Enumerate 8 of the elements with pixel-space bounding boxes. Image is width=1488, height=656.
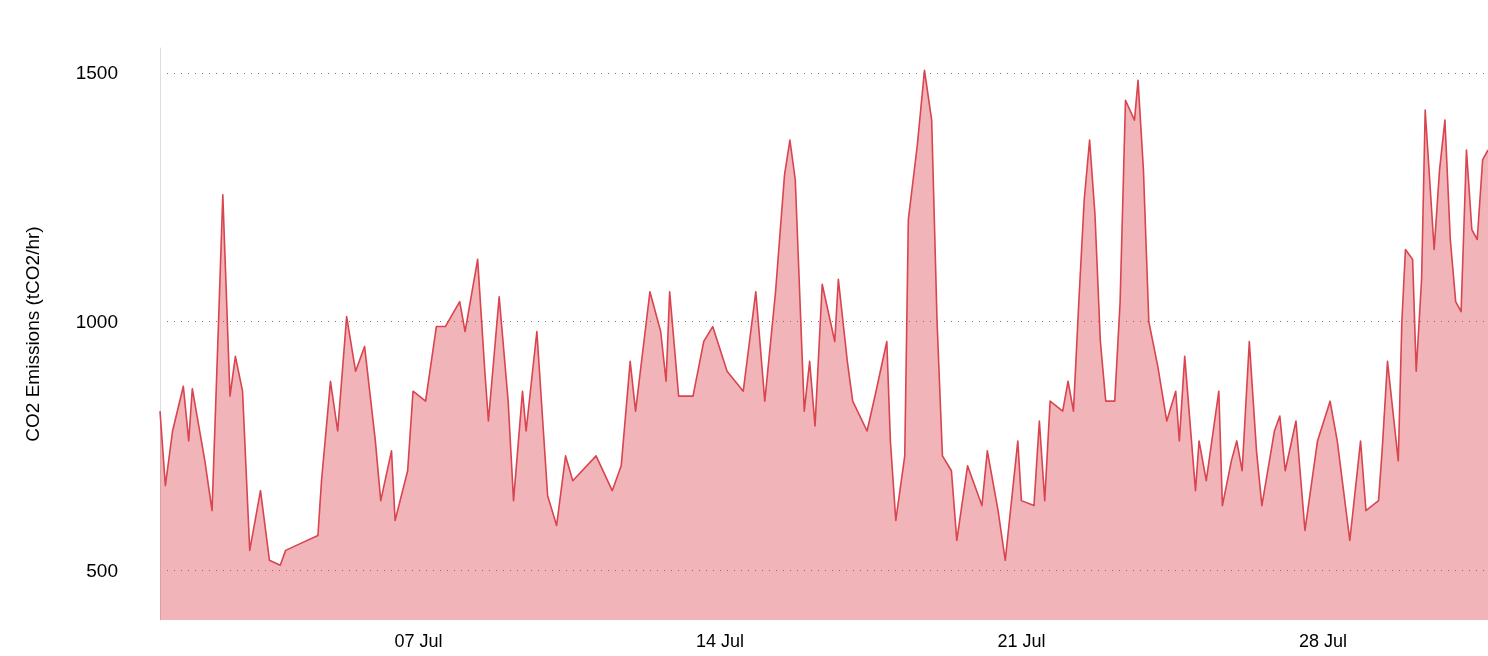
y-tick-label: 1000	[75, 311, 118, 333]
x-tick-label: 21 Jul	[997, 631, 1046, 651]
x-tick-label: 28 Jul	[1298, 631, 1347, 651]
y-axis-title: CO2 Emissions (tCO2/hr)	[22, 226, 43, 442]
x-tick-label: 07 Jul	[394, 631, 443, 651]
y-tick-label: 1500	[75, 62, 118, 84]
y-tick-label: 500	[86, 559, 118, 581]
x-tick-label: 14 Jul	[695, 631, 744, 651]
